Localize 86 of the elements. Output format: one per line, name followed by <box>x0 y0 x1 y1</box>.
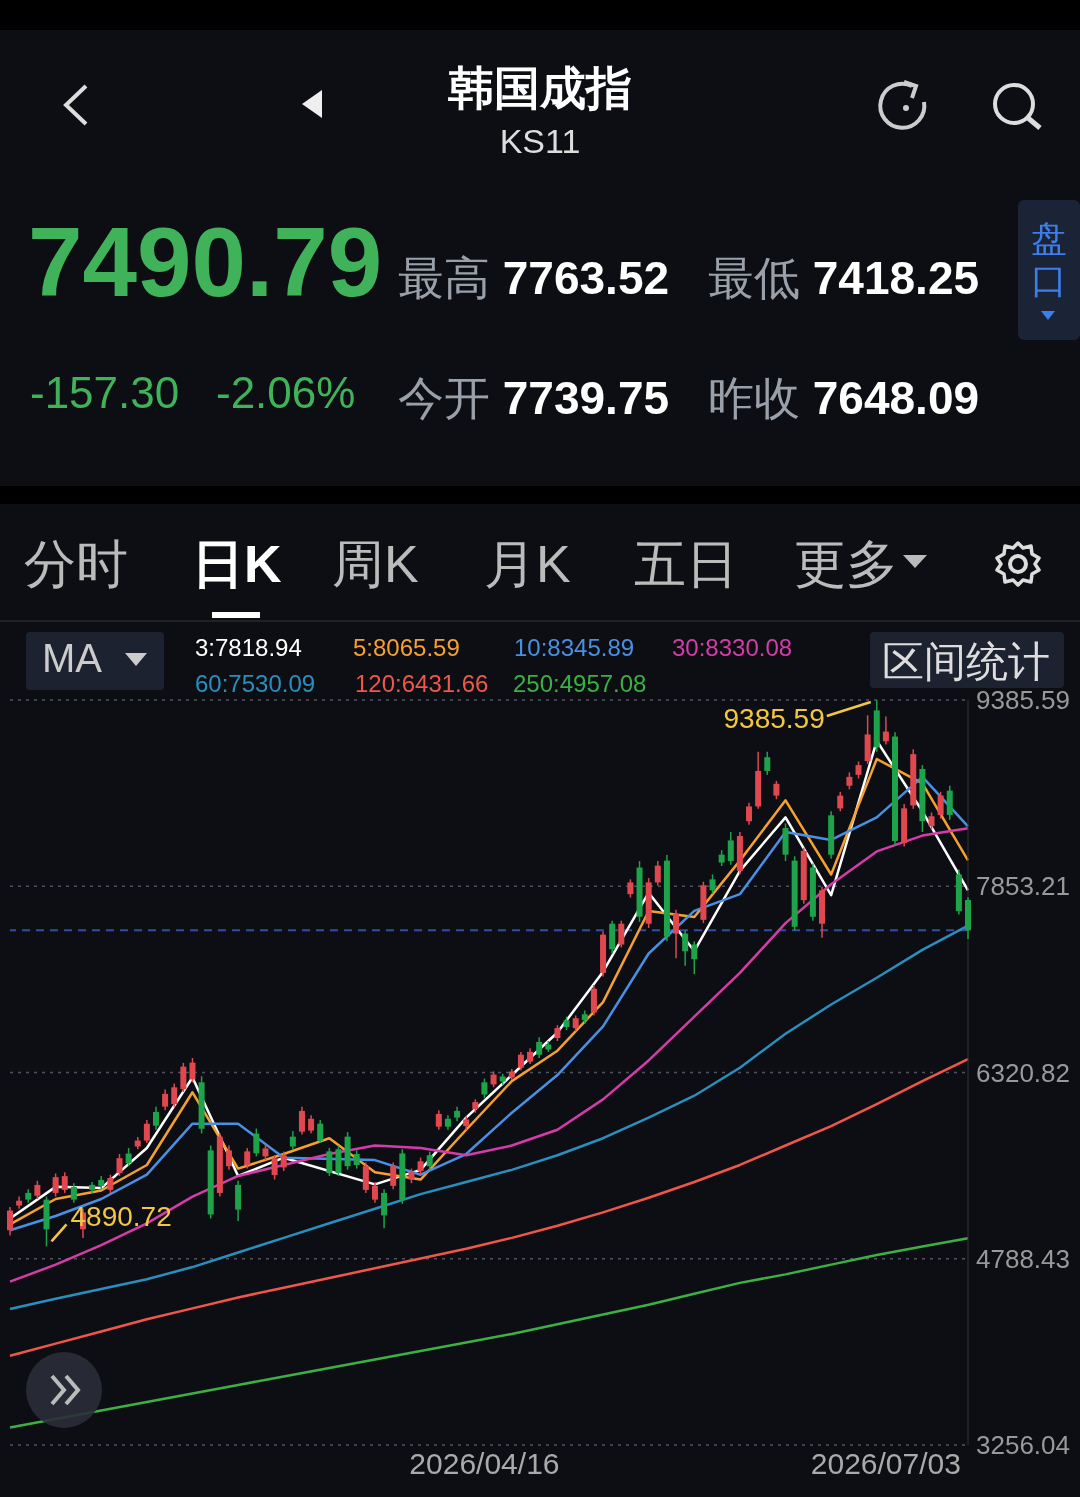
text: 盘口 <box>1030 218 1068 302</box>
chart-title: 韩国成指 <box>447 61 633 116</box>
candlestick <box>280 1150 287 1172</box>
x-tick-label: 2026/04/16 <box>409 1447 560 1481</box>
text: 250:4957.08 <box>513 670 647 698</box>
chart-subtitle: KS11 <box>498 122 582 161</box>
candlestick <box>298 1105 305 1136</box>
candlestick <box>682 929 689 967</box>
candlestick <box>143 1119 150 1144</box>
candlestick <box>189 1057 196 1084</box>
text: 月K <box>484 534 571 595</box>
candlestick <box>171 1082 178 1108</box>
candlestick <box>308 1114 315 1135</box>
text: MA <box>42 636 102 681</box>
text: 最低 7418.25 <box>708 252 980 304</box>
text: 120:6431.66 <box>355 670 489 698</box>
text: 日K <box>192 534 282 595</box>
candlestick <box>289 1130 296 1150</box>
line-series <box>8 827 970 1283</box>
candlestick <box>244 1147 251 1170</box>
text: 5:8065.59 <box>353 634 460 662</box>
text: 区间统计 <box>882 638 1050 685</box>
candlestick <box>426 1150 433 1171</box>
candlestick <box>390 1161 397 1191</box>
candlestick <box>590 984 597 1017</box>
candlestick <box>335 1144 342 1177</box>
candlestick <box>746 802 753 826</box>
text: 昨收 7648.09 <box>708 372 980 424</box>
text: 更多 <box>794 534 898 595</box>
candlestick <box>673 908 680 960</box>
y-tick-label: 6320.82 <box>976 1057 1070 1088</box>
y-tick-label: 7853.21 <box>976 871 1070 902</box>
text: 最高 7763.52 <box>398 252 670 304</box>
annotation: 9385.59 <box>723 703 825 734</box>
text: 今开 7739.75 <box>398 372 670 424</box>
candlestick <box>225 1144 232 1171</box>
candlestick <box>271 1154 278 1181</box>
text: 30:8330.08 <box>672 634 793 662</box>
text: -2.06% <box>216 368 356 418</box>
candlestick <box>162 1088 169 1112</box>
candlestick <box>837 791 844 813</box>
candlestick <box>381 1188 388 1229</box>
text: 分时 <box>24 534 128 595</box>
candlestick <box>371 1181 378 1204</box>
candlestick <box>125 1147 132 1167</box>
candlestick <box>536 1036 543 1059</box>
candlestick <box>517 1051 524 1071</box>
candlestick <box>937 791 944 820</box>
y-tick-label: 3256.04 <box>976 1430 1070 1461</box>
candlestick <box>654 860 661 887</box>
text: 7490.79 <box>28 206 383 319</box>
candlestick <box>61 1171 68 1194</box>
candlestick <box>435 1109 442 1131</box>
candlestick <box>882 715 889 746</box>
candlestick <box>709 873 716 895</box>
text: 3:7818.94 <box>195 634 302 662</box>
line-series <box>8 1057 970 1358</box>
candlestick <box>152 1105 159 1131</box>
x-tick-label: 2026/07/03 <box>810 1447 961 1481</box>
candlestick <box>70 1182 77 1204</box>
candlestick <box>180 1062 187 1093</box>
candlestick <box>116 1153 123 1177</box>
candlestick <box>7 1206 13 1237</box>
candlestick <box>107 1173 114 1194</box>
candlestick <box>253 1127 260 1158</box>
candlestick <box>362 1161 369 1194</box>
text: 周K <box>332 534 419 595</box>
line-series <box>8 1237 970 1429</box>
y-tick-label: 4788.43 <box>976 1243 1070 1274</box>
candlestick <box>618 919 625 949</box>
candlestick <box>773 780 780 800</box>
candlestick <box>353 1149 360 1170</box>
candlestick <box>52 1172 59 1198</box>
text: -157.30 <box>30 368 180 418</box>
candlestick <box>326 1147 333 1177</box>
text: 10:8345.89 <box>514 634 635 662</box>
candlestick <box>691 940 698 975</box>
candlestick <box>317 1119 324 1144</box>
candlestick <box>34 1180 41 1200</box>
candlestick <box>764 750 771 776</box>
candlestick <box>481 1077 488 1099</box>
text: 五日 <box>634 534 738 595</box>
candlestick <box>727 831 734 866</box>
candlestick <box>627 878 634 899</box>
text: 60:7530.09 <box>195 670 316 698</box>
y-tick-label: 9385.59 <box>976 685 1070 716</box>
